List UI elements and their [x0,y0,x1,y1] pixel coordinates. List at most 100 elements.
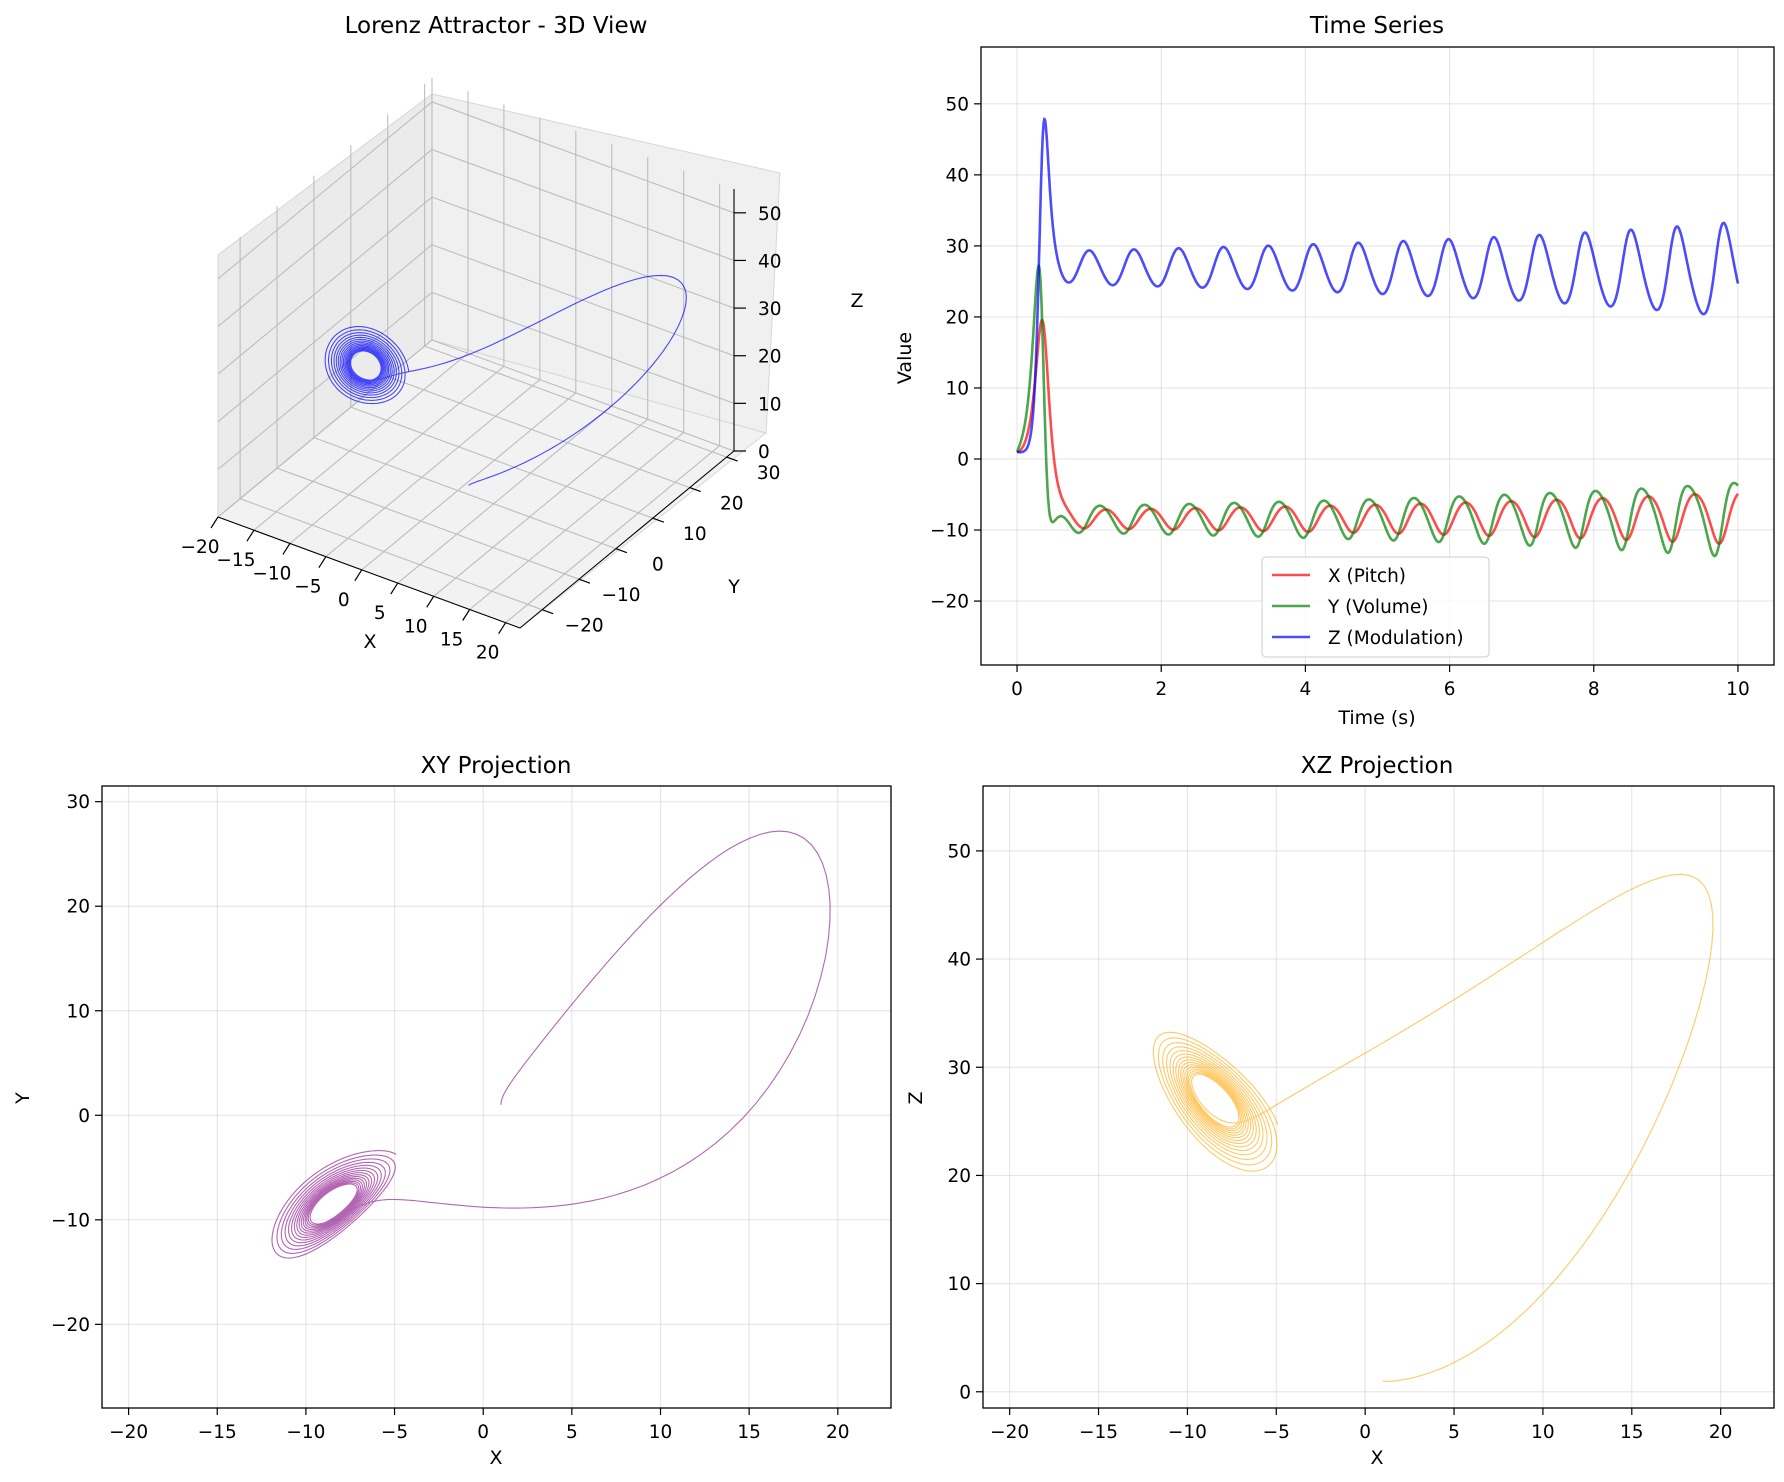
x-tick-label: 20 [1709,1422,1733,1443]
grid [983,786,1774,1408]
axes-frame [982,785,1775,1409]
legend-label-z: Z (Modulation) [1328,628,1464,649]
title-time-series: Time Series [1309,13,1444,39]
grid-line-3d [276,467,580,580]
legend-box [1261,556,1490,658]
grid-line-3d [431,339,735,452]
y-axis-3d [519,450,735,629]
xz-trajectory-line [1152,873,1714,1382]
grid-line-3d [505,445,720,624]
y-tick-label: 10 [945,378,969,399]
x-tick-label: 15 [1620,1422,1644,1443]
x-tick-mark-3d [498,622,507,635]
ylabel-xy: Y [12,1092,34,1105]
title-xz: XZ Projection [1301,753,1454,779]
z-tick-label-3d: 20 [758,347,782,368]
y-tick-label: 10 [66,1001,90,1022]
y-tick-label: 20 [66,897,90,918]
ylabel-xz: Z [905,1091,927,1104]
y-tick-mark-3d [615,548,628,554]
ticks-3d: −20−15−10−505101520−20−10010203001020304… [180,189,782,664]
x-tick-label-3d: 5 [374,603,386,624]
grid-line-3d [313,437,617,550]
legend: X (Pitch) Y (Volume) Z (Modulation) [1261,556,1490,658]
x-tick-label: −10 [286,1422,325,1443]
y-tick-label-3d: −10 [602,585,641,606]
y-tick-mark-3d [578,578,591,584]
grid-line-3d [217,101,433,280]
grid-line-3d [217,196,433,375]
z-tick-label-3d: 40 [758,251,782,272]
x-tick-label-3d: −5 [294,577,321,598]
grid-line-3d [289,366,505,544]
y-tick-label: −10 [51,1210,90,1231]
z-tick-label-3d: 30 [758,299,782,320]
z-tick-label-3d: 50 [758,204,782,225]
grid-line-3d [424,345,727,458]
grid-line-3d [431,196,735,309]
grid-line-3d [217,244,433,423]
y-tick-label: −20 [51,1315,90,1336]
x-tick-label: −5 [381,1422,408,1443]
x-tick-label: 2 [1155,679,1167,700]
y-tick-label-3d: −20 [565,616,604,637]
x-tick-label: 10 [1726,679,1750,700]
x-tick-mark-3d [390,582,399,595]
trajectory-3d-line [324,274,687,486]
x-tick-mark-3d [426,595,435,608]
z-tick-label-3d: 0 [758,442,770,463]
y-tick-label-3d: 20 [720,494,744,515]
legend-label-x: X (Pitch) [1328,566,1406,587]
grid-line-3d [397,405,613,584]
y-tick-label-3d: 10 [683,524,707,545]
x-tick-label: 5 [1448,1422,1460,1443]
x-tick-label: 6 [1444,679,1456,700]
zlabel-3d: Z [850,290,863,312]
y-tick-label: 50 [945,94,969,115]
y-tick-label: 0 [78,1106,90,1127]
x-tick-label: −15 [198,1422,237,1443]
x-tick-label: 10 [1531,1422,1555,1443]
series-x-pitch-line [1017,318,1740,545]
xlabel-xz: X [1370,1447,1383,1469]
x-tick-label-3d: 15 [440,630,464,651]
x-tick-label-3d: 0 [338,590,350,611]
x-tick-label: 8 [1588,679,1600,700]
x-tick-label-3d: −15 [216,550,255,571]
x-tick-label-3d: −20 [180,537,219,558]
ticks: −20 −15 −10 −5 0 5 10 15 20 0 10 20 30 40 50 [947,841,1732,1443]
x-tick-label: −20 [990,1422,1029,1443]
grid-line-3d [361,392,577,571]
x-tick-label: 5 [566,1422,578,1443]
x-tick-label: −15 [1079,1422,1118,1443]
x-tick-label: 20 [826,1422,850,1443]
grid-line-3d [217,149,433,327]
x-tick-label: −10 [1168,1422,1207,1443]
x-tick-label: 15 [737,1422,761,1443]
grid-line-3d [239,498,543,611]
x-tick-label: 4 [1300,679,1312,700]
y-tick-label: 10 [947,1274,971,1295]
x-tick-mark-3d [354,569,363,582]
axes-frame [101,785,892,1409]
grid-line-3d [433,418,649,597]
grid-line-3d [217,291,433,470]
series-y-volume-line [1015,263,1739,558]
y-tick-label: 30 [945,236,969,257]
x-tick-mark-3d [246,529,255,542]
ticks: 0 2 4 6 8 10 −20 −10 0 10 20 30 40 50 [930,94,1750,700]
y-tick-mark-3d [541,609,554,615]
grid-line-3d [431,148,735,261]
grid-line-3d [431,291,735,404]
y-tick-label-3d: 0 [652,555,664,576]
x-tick-label: 0 [1359,1422,1371,1443]
grid-line-3d [325,379,541,558]
xlabel-3d: X [363,631,376,653]
grid [981,47,1774,665]
y-tick-label: 30 [947,1058,971,1079]
x-tick-label-3d: 20 [476,643,500,664]
grid-line-3d [350,406,654,519]
grid-line-3d [469,432,685,610]
x-tick-mark-3d [282,543,291,555]
